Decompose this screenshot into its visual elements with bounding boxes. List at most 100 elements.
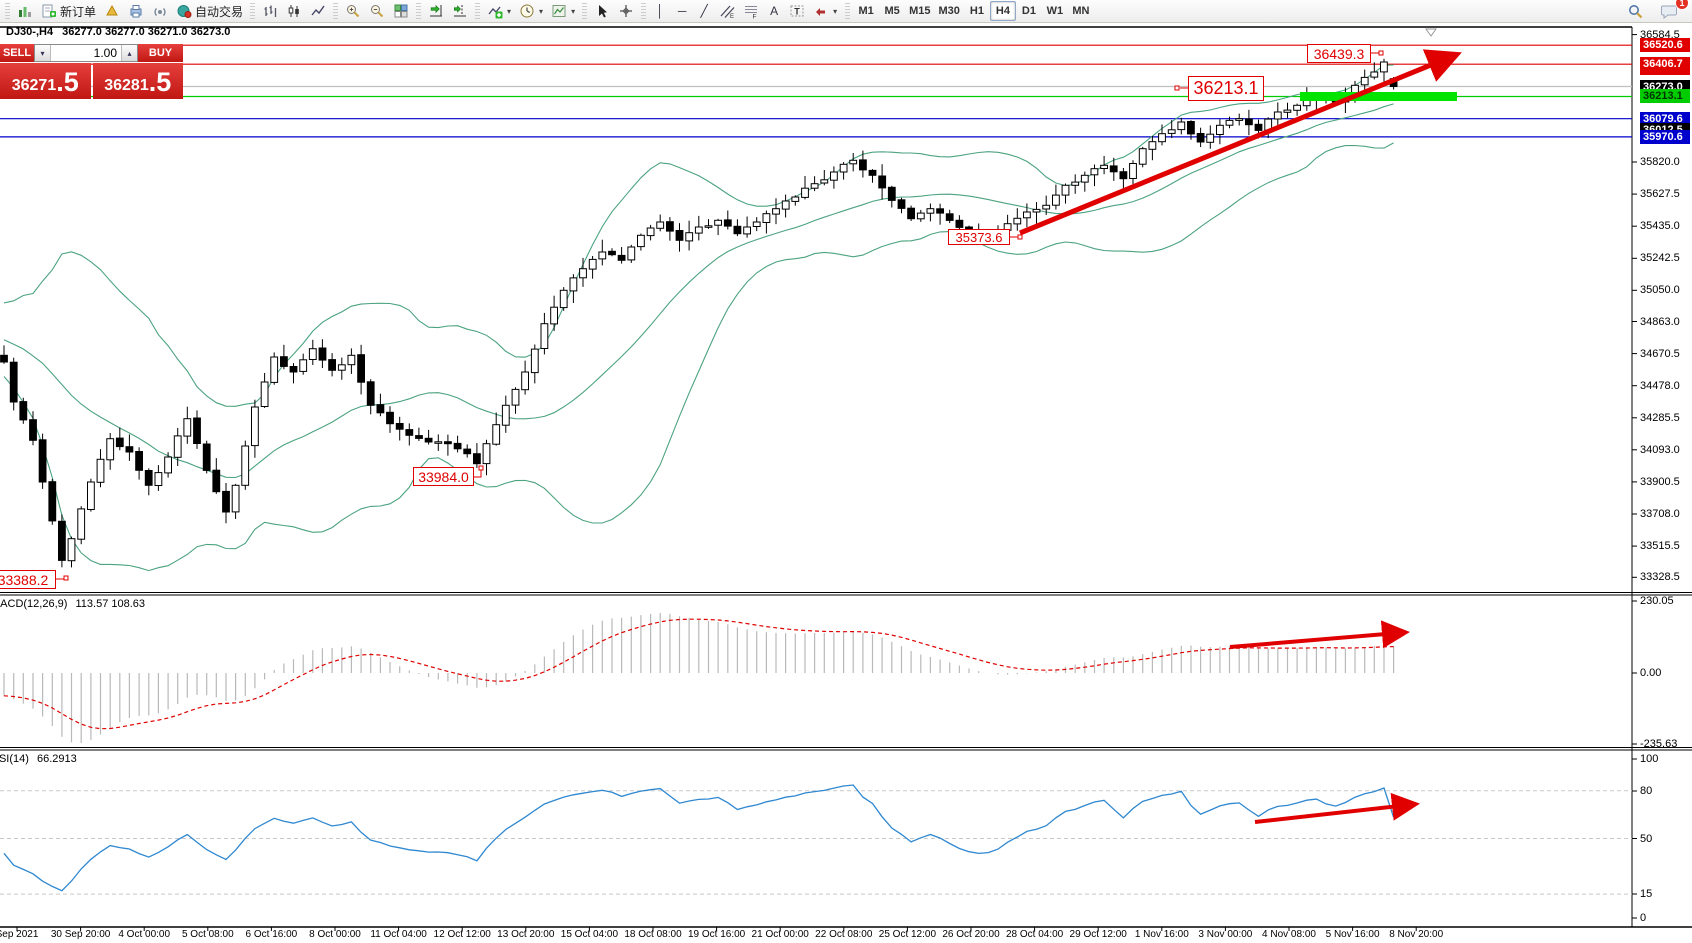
new-order-button[interactable]: 新订单: [37, 1, 100, 21]
toolbar-grip: [641, 3, 647, 19]
templates-icon: [552, 5, 566, 17]
rsi-axis-value: 100: [1640, 753, 1659, 765]
signals-icon: [154, 8, 166, 16]
buy-price[interactable]: 36281.5: [92, 63, 183, 99]
time-axis-label: 13 Oct 20:00: [497, 929, 555, 940]
cursor-button[interactable]: [590, 1, 614, 21]
sell-price[interactable]: 36271.5: [0, 63, 91, 99]
chart-line-button[interactable]: [306, 1, 330, 21]
chart-bars-button[interactable]: [258, 1, 282, 21]
chart-shift-button[interactable]: [448, 1, 472, 21]
time-axis-label: 3 Nov 00:00: [1198, 929, 1253, 940]
arrows-button[interactable]: ▾: [809, 1, 841, 21]
zoom-in-button[interactable]: [341, 1, 365, 21]
time-axis-label: 8 Oct 00:00: [309, 929, 361, 940]
price-annotation-35373.6[interactable]: 35373.6: [948, 229, 1010, 245]
new-order-icon: [42, 4, 56, 18]
volume-decrease-button[interactable]: ▾: [35, 45, 51, 61]
timeframe-m5-button[interactable]: M5: [884, 5, 900, 17]
price-annotation-36213.1[interactable]: 36213.1: [1188, 76, 1264, 101]
periods-icon: [520, 4, 534, 18]
chart-line-icon: [311, 5, 325, 16]
price-annotation-33388.2[interactable]: 33388.2: [0, 570, 56, 589]
volume-increase-button[interactable]: ▴: [121, 45, 137, 61]
crosshair-button[interactable]: [614, 1, 638, 21]
channel-icon: E: [720, 5, 735, 19]
time-axis-label: 12 Oct 12:00: [433, 929, 491, 940]
tile-windows-button[interactable]: [389, 1, 413, 21]
price-axis-tick: 34478.0: [1640, 379, 1680, 392]
rsi-label: RSI(14) 66.2913: [0, 753, 77, 765]
autotrading-button-label: 自动交易: [195, 4, 244, 19]
volume-input[interactable]: 1.00: [93, 46, 117, 60]
timeframe-m15-button[interactable]: M15: [909, 5, 931, 17]
price-axis-tick: 33708.0: [1640, 508, 1680, 520]
hline-button[interactable]: ─: [671, 1, 693, 21]
price-annotation-33984.0[interactable]: 33984.0: [413, 467, 474, 486]
logo-icon: [19, 7, 31, 17]
crosshair-icon: [620, 5, 633, 17]
timeframe-mn-button[interactable]: MN: [1072, 5, 1090, 17]
text-button[interactable]: A: [763, 1, 785, 21]
timeframe-h4-button[interactable]: H4: [989, 1, 1016, 21]
dropdown-arrow-icon: ▾: [833, 6, 838, 16]
time-axis-label: 4 Oct 00:00: [118, 929, 171, 940]
periods-button[interactable]: ▾: [515, 1, 547, 21]
text-label-icon: T: [790, 5, 804, 17]
notifications-button[interactable]: 1: [1657, 0, 1689, 21]
dropdown-arrow-icon: ▾: [507, 6, 512, 16]
timeframe-m30-button[interactable]: M30: [938, 5, 960, 17]
autotrading-button[interactable]: 自动交易: [172, 1, 247, 21]
search-button[interactable]: [1624, 1, 1647, 21]
templates-button[interactable]: ▾: [547, 1, 579, 21]
chart-bars-icon: [264, 5, 277, 17]
horizontal-level-lines[interactable]: [0, 44, 1632, 138]
add-indicator-button[interactable]: ▾: [483, 1, 515, 21]
time-axis-label: 5 Oct 08:00: [181, 929, 234, 940]
buy-price-frac: .5: [148, 67, 172, 97]
toolbar-grip: [845, 3, 851, 19]
price-axis-tick: 33900.5: [1640, 475, 1680, 488]
time-axis-label: 29 Oct 12:00: [1069, 929, 1127, 940]
signals-button[interactable]: [148, 1, 172, 21]
price-axis-tick: 33328.5: [1640, 571, 1680, 584]
price-axis-tick: 35242.5: [1640, 252, 1680, 265]
cursor-icon: [599, 5, 608, 18]
profiles-button[interactable]: [100, 1, 124, 21]
time-axis-label: 1 Nov 16:00: [1134, 929, 1189, 940]
vline-button[interactable]: │: [649, 1, 671, 21]
chart-candles-button[interactable]: [282, 1, 306, 21]
timeframe-h1-button[interactable]: H1: [969, 5, 984, 17]
macd-signal-line: [3, 618, 1394, 730]
toolbar-grip: [5, 3, 10, 19]
timeframe-d1-button[interactable]: D1: [1021, 5, 1036, 17]
zoom-out-button[interactable]: [365, 1, 389, 21]
price-badge-35970.6: 35970.6: [1640, 129, 1690, 144]
green-support-band[interactable]: [1300, 92, 1457, 101]
macd-axis-value: 230.05: [1640, 595, 1674, 607]
trend-arrows[interactable]: [1019, 49, 1462, 824]
svg-text:E: E: [730, 14, 734, 19]
chart-ohlc-quotes: 36277.0 36277.0 36271.0 36273.0: [62, 26, 231, 38]
timeframe-w1-button[interactable]: W1: [1046, 5, 1064, 17]
sell-button[interactable]: SELL: [0, 44, 34, 62]
time-axis-label: 6 Oct 16:00: [245, 929, 298, 940]
buy-button[interactable]: BUY: [138, 44, 183, 62]
print-button[interactable]: [124, 1, 148, 21]
macd-axis-value: -235.63: [1640, 738, 1678, 750]
fibonacci-button[interactable]: F: [739, 1, 763, 21]
add-indicator-icon: [488, 6, 503, 19]
rsi-name: RSI(14): [0, 753, 29, 765]
time-axis-label: Sep 2021: [0, 929, 39, 940]
trendline-button[interactable]: ╱: [693, 1, 715, 21]
text-label-button[interactable]: T: [785, 1, 809, 21]
price-annotation-36439.3[interactable]: 36439.3: [1307, 44, 1371, 63]
price-axis-tick: 35050.0: [1640, 284, 1680, 297]
search-icon: [1629, 4, 1643, 18]
autoscroll-button[interactable]: [424, 1, 448, 21]
timeframe-m1-button[interactable]: M1: [858, 5, 874, 17]
channel-button[interactable]: E: [715, 1, 739, 21]
time-axis-label: 28 Oct 04:00: [1005, 929, 1064, 940]
